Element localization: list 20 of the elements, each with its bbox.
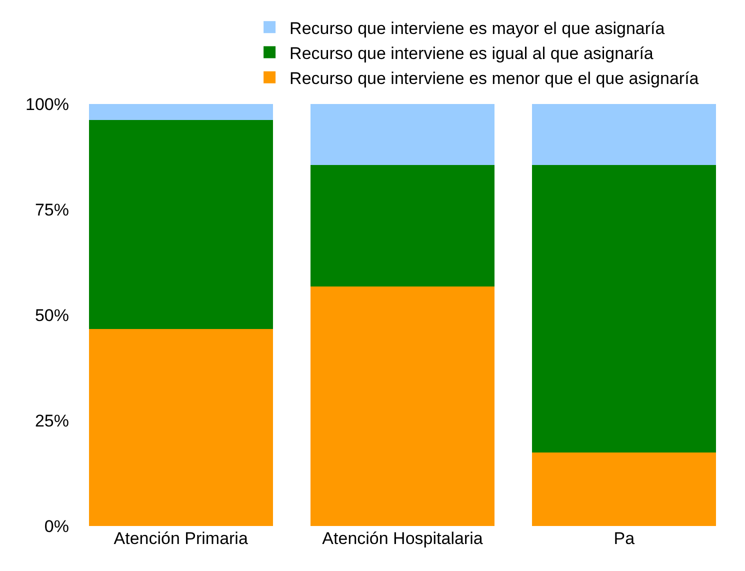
- y-tick-label: 25%: [34, 411, 69, 430]
- y-tick-label: 100%: [26, 94, 69, 114]
- bar: [88, 328, 273, 526]
- bar: [310, 286, 494, 526]
- legend-label: Recurso que interviene es mayor el que asignaría: [290, 18, 666, 38]
- bar: [88, 104, 273, 120]
- bar: [532, 452, 716, 526]
- x-tick-label: Pa: [614, 529, 636, 548]
- bar: [310, 104, 494, 165]
- legend-label: Recurso que interviene es menor que el que asignaría: [290, 68, 700, 88]
- bar: [310, 164, 494, 286]
- legend-label: Recurso que interviene es igual al que asignaría: [290, 44, 654, 63]
- bar: [88, 120, 273, 329]
- bar: [532, 164, 716, 453]
- y-tick-label: 75%: [34, 200, 69, 220]
- x-tick-label: Atención Hospitalaria: [322, 529, 484, 548]
- x-tick-label: Atención Primaria: [114, 529, 248, 548]
- y-tick-label: 50%: [34, 306, 69, 325]
- bar: [532, 104, 716, 165]
- y-tick-label: 0%: [44, 516, 69, 536]
